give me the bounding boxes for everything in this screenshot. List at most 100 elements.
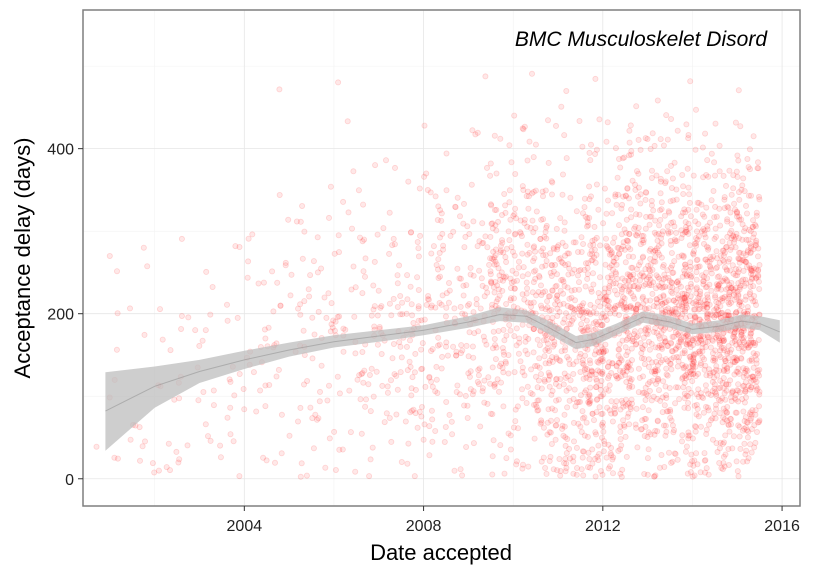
data-point	[653, 296, 660, 303]
data-point	[548, 261, 555, 268]
data-point	[595, 457, 602, 464]
data-point	[415, 286, 422, 293]
data-point	[523, 399, 530, 406]
data-point	[467, 264, 474, 271]
data-point	[141, 331, 148, 338]
data-point	[742, 388, 749, 395]
data-point	[633, 103, 640, 110]
data-point	[713, 363, 720, 370]
data-point	[613, 373, 620, 380]
data-point	[576, 303, 583, 310]
data-point	[652, 427, 659, 434]
data-point	[748, 267, 755, 274]
data-point	[645, 262, 652, 269]
data-point	[556, 455, 563, 462]
data-point	[589, 256, 596, 263]
data-point	[592, 259, 599, 266]
data-point	[493, 206, 500, 213]
data-point	[682, 333, 689, 340]
data-point	[712, 347, 719, 354]
data-point	[603, 210, 610, 217]
data-point	[689, 458, 696, 465]
data-point	[714, 264, 721, 271]
data-point	[278, 411, 285, 418]
data-point	[457, 466, 464, 473]
data-point	[741, 339, 748, 346]
data-point	[501, 470, 508, 477]
data-point	[680, 334, 687, 341]
data-point	[661, 212, 668, 219]
data-point	[606, 251, 613, 258]
data-point	[592, 325, 599, 332]
data-point	[669, 284, 676, 291]
data-point	[586, 455, 593, 462]
data-point	[674, 331, 681, 338]
data-point	[407, 229, 414, 236]
data-point	[736, 189, 743, 196]
data-point	[647, 261, 654, 268]
data-point	[593, 251, 600, 258]
data-point	[747, 249, 754, 256]
data-point	[746, 411, 753, 418]
data-point	[609, 266, 616, 273]
data-point	[628, 148, 635, 155]
data-point	[540, 289, 547, 296]
data-point	[637, 146, 644, 153]
data-point	[355, 187, 362, 194]
data-point	[606, 304, 613, 311]
data-point	[716, 273, 723, 280]
data-point	[687, 259, 694, 266]
data-point	[735, 157, 742, 164]
data-point	[579, 408, 586, 415]
data-point	[481, 377, 488, 384]
data-point	[464, 414, 471, 421]
data-point	[418, 403, 425, 410]
data-point	[577, 398, 584, 405]
data-point	[659, 345, 666, 352]
data-point	[625, 288, 632, 295]
data-point	[576, 279, 583, 286]
data-point	[731, 288, 738, 295]
data-point	[686, 341, 693, 348]
data-point	[596, 404, 603, 411]
data-point	[538, 371, 545, 378]
data-point	[623, 396, 630, 403]
data-point	[366, 371, 373, 378]
data-point	[253, 408, 260, 415]
data-point	[682, 224, 689, 231]
data-point	[519, 291, 526, 298]
data-point	[530, 229, 537, 236]
data-point	[674, 279, 681, 286]
data-point	[552, 261, 559, 268]
data-point	[430, 243, 437, 250]
data-point	[403, 310, 410, 317]
data-point	[588, 141, 595, 148]
data-point	[584, 271, 591, 278]
data-point	[649, 368, 656, 375]
data-point	[460, 200, 467, 207]
data-point	[642, 415, 649, 422]
data-point	[721, 362, 728, 369]
data-point	[549, 191, 556, 198]
data-point	[361, 236, 368, 243]
data-point	[572, 403, 579, 410]
data-point	[693, 228, 700, 235]
data-point	[665, 208, 672, 215]
data-point	[650, 328, 657, 335]
data-point	[623, 378, 630, 385]
data-point	[458, 342, 465, 349]
data-point	[702, 256, 709, 263]
data-point	[433, 261, 440, 268]
data-point	[727, 349, 734, 356]
data-point	[639, 417, 646, 424]
data-point	[695, 220, 702, 227]
data-point	[487, 380, 494, 387]
data-point	[503, 245, 510, 252]
data-point	[262, 382, 269, 389]
journal-annotation: BMC Musculoskelet Disord	[515, 28, 768, 51]
data-point	[744, 263, 751, 270]
data-point	[561, 132, 568, 139]
data-point	[613, 270, 620, 277]
data-point	[618, 301, 625, 308]
data-point	[487, 268, 494, 275]
